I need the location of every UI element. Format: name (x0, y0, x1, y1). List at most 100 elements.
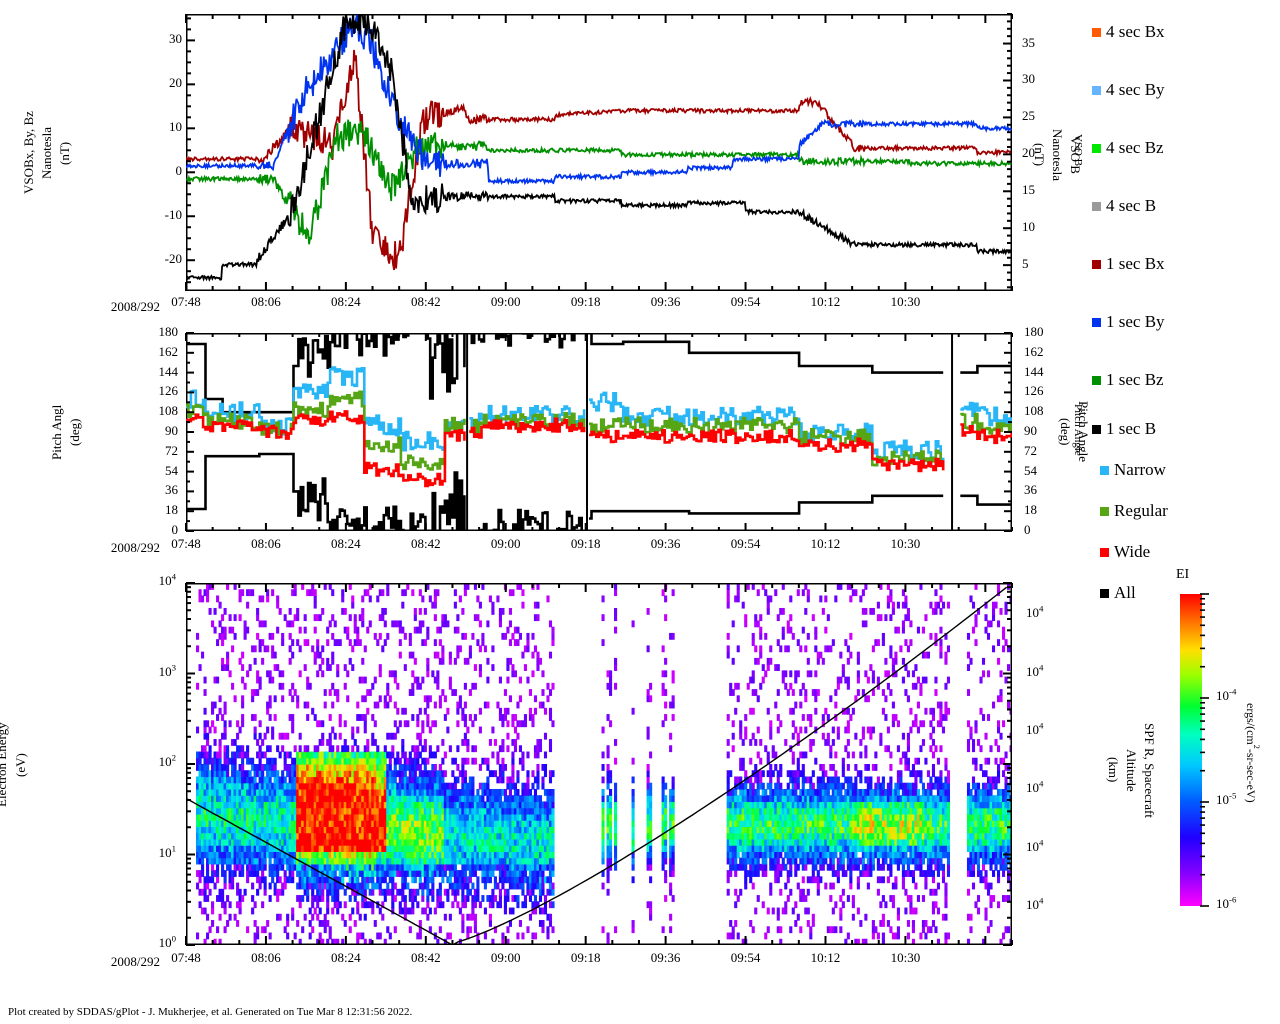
spectrogram-cell (291, 639, 295, 647)
spectrogram-cell (261, 751, 265, 759)
spectrogram-cell (373, 920, 377, 927)
spectrogram-cell (318, 826, 322, 834)
spectrogram-cell (281, 845, 285, 852)
spectrogram-cell (318, 907, 322, 915)
spectrogram-cell (288, 813, 292, 821)
spectrogram-cell (261, 620, 265, 628)
spectrogram-cell (669, 632, 673, 640)
spectrogram-cell (528, 857, 533, 865)
spectrogram-cell (208, 757, 212, 765)
spectrogram-cell (786, 826, 790, 834)
spectrogram-cell (383, 820, 387, 828)
spectrogram-cell (203, 589, 207, 597)
spectrogram-cell (761, 901, 765, 909)
spectrogram-cell (266, 726, 270, 734)
spectrogram-cell (361, 876, 365, 884)
spectrogram-cell (266, 701, 270, 709)
spectrogram-cell (233, 807, 237, 815)
spectrogram-cell (804, 895, 808, 902)
spectrogram-cell (356, 639, 360, 647)
spectrogram-cell (513, 857, 517, 865)
spectrogram-cell (348, 926, 352, 934)
spectrogram-cell (789, 857, 793, 865)
spectrogram-cell (338, 795, 342, 803)
spectrogram-cell (406, 788, 410, 796)
spectrogram-cell (496, 776, 500, 784)
spectrogram-cell (303, 820, 307, 828)
spectrogram-cell (226, 838, 230, 846)
spectrogram-cell (316, 938, 320, 945)
spectrogram-cell (283, 882, 287, 890)
spectrogram-cell (506, 776, 510, 784)
spectrogram-cell (253, 920, 257, 927)
spectrogram-cell (373, 676, 377, 684)
spectrogram-cell (601, 764, 605, 771)
spectrogram-cell (381, 913, 385, 921)
spectrogram-cell (744, 732, 748, 740)
spectrogram-cell (606, 857, 610, 865)
spectrogram-cell (373, 751, 377, 759)
spectrogram-cell (516, 795, 520, 803)
spectrogram-cell (308, 757, 312, 765)
spectrogram-cell (378, 770, 382, 778)
spectrogram-cell (368, 857, 372, 865)
spectrogram-cell (198, 876, 202, 884)
spectrogram-cell (418, 876, 422, 884)
spectrogram-cell (271, 801, 275, 809)
spectrogram-cell (451, 863, 455, 871)
spectrogram-cell (664, 845, 668, 852)
spectrogram-cell (246, 813, 250, 821)
spectrogram-cell (754, 907, 758, 915)
spectrogram-cell (428, 807, 432, 815)
spectrogram-cell (413, 895, 417, 902)
spectrogram-cell (376, 751, 380, 759)
spectrogram-cell (744, 620, 748, 628)
spectrogram-cell (396, 851, 400, 859)
spectrogram-cell (769, 795, 773, 803)
spectrogram-cell (391, 888, 395, 896)
spectrogram-cell (218, 757, 222, 765)
spectrogram-cell (358, 676, 362, 684)
spectrogram-cell (548, 838, 553, 846)
spectrogram-cell (298, 782, 302, 790)
spectrogram-cell (411, 863, 415, 871)
spectrogram-cell (739, 826, 743, 834)
spectrogram-cell (286, 813, 290, 821)
spectrogram-cell (331, 826, 335, 834)
electron-spectrogram-plot (186, 583, 1012, 945)
spectrogram-cell (426, 632, 430, 640)
spectrogram-cell (383, 845, 387, 852)
spectrogram-cell (669, 913, 673, 921)
spectrogram-cell (536, 745, 540, 753)
spectrogram-cell (513, 788, 517, 796)
spectrogram-cell (221, 851, 225, 859)
spectrogram-cell (614, 589, 618, 597)
spectrogram-cell (463, 632, 467, 640)
spectrogram-cell (291, 801, 295, 809)
spectrogram-cell (346, 632, 350, 640)
spectrogram-cell (463, 701, 467, 709)
spectrogram-cell (408, 632, 412, 640)
spectrogram-cell (261, 826, 265, 834)
spectrogram-cell (746, 838, 750, 846)
spectrogram-cell (761, 664, 765, 671)
spectrogram-cell (398, 838, 402, 846)
spectrogram-cell (381, 645, 385, 653)
spectrogram-cell (416, 901, 420, 909)
spectrogram-cell (433, 676, 437, 684)
spectrogram-cell (236, 857, 240, 865)
spectrogram-cell (371, 795, 375, 803)
spectrogram-cell (791, 720, 795, 728)
spectrogram-cell (341, 851, 345, 859)
spectrogram-cell (396, 682, 400, 690)
spectrogram-cell (453, 813, 457, 821)
spectrogram-cell (528, 801, 533, 809)
spectrogram-cell (649, 807, 653, 815)
spectrogram-cell (533, 838, 538, 846)
spectrogram-cell (731, 932, 735, 940)
spectrogram-cell (291, 770, 295, 778)
spectrogram-cell (816, 870, 820, 877)
spectrogram-cell (729, 920, 733, 927)
spectrogram-cell (531, 851, 535, 859)
spectrogram-cell (506, 863, 510, 871)
